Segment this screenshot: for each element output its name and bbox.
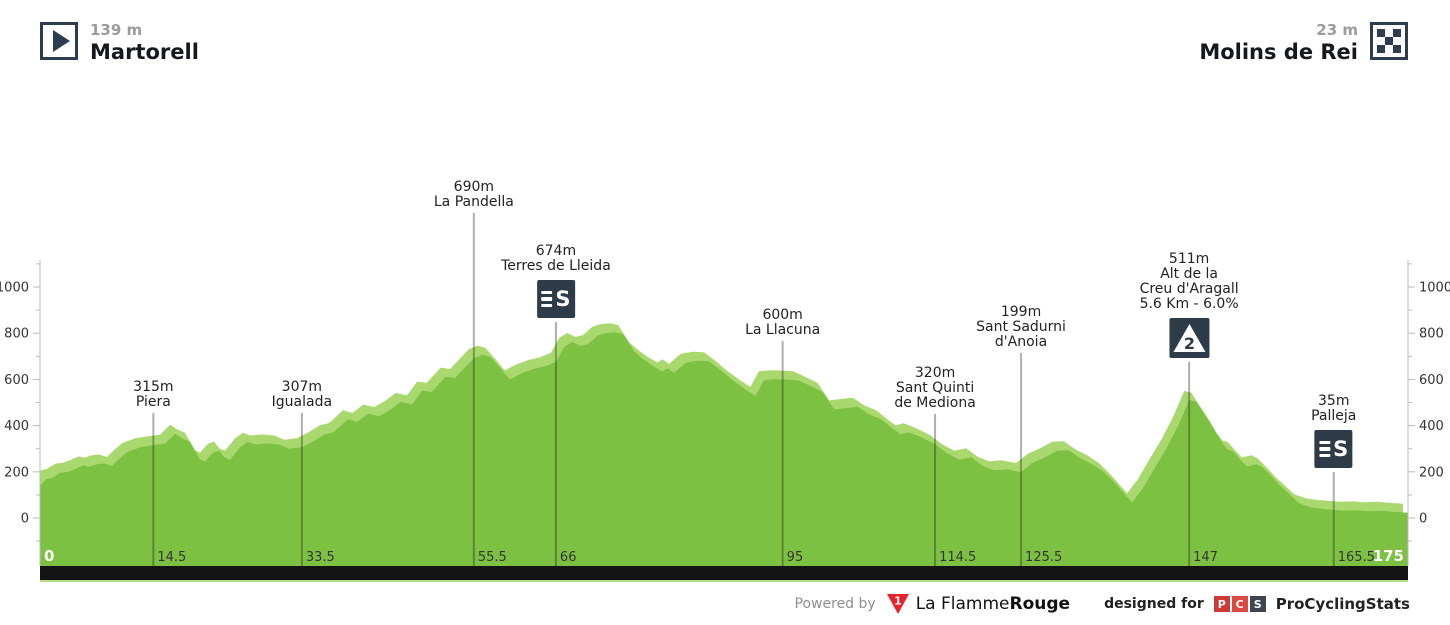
bottom-accent-line	[40, 580, 1408, 582]
waypoint-elevation: 511m	[1168, 251, 1210, 267]
waypoint-elevation: 315m	[133, 379, 174, 395]
start-elevation: 139 m	[90, 21, 143, 39]
waypoint-name-line: Piera	[135, 394, 171, 410]
waypoint-elevation: 35m	[1318, 393, 1350, 409]
waypoint-label: 199m Sant Sadurni d'Anoia	[976, 305, 1066, 350]
svg-text:0: 0	[21, 512, 29, 527]
svg-text:200: 200	[1419, 465, 1444, 480]
pcs-logo[interactable]: P C S	[1213, 596, 1266, 612]
svg-text:400: 400	[1419, 419, 1444, 434]
start-block: 139 m Martorell	[40, 22, 199, 64]
lfr-name-bold: Rouge	[1009, 594, 1071, 614]
svg-text:200: 200	[4, 465, 29, 480]
waypoint-name-line: Sant Quinti	[895, 380, 975, 396]
sprint-icon: S	[536, 280, 575, 318]
y-axes	[33, 260, 1415, 566]
waypoint-label: 320m Sant Quinti de Mediona	[894, 366, 975, 411]
pcs-site-name[interactable]: ProCyclingStats	[1275, 595, 1410, 613]
y-axis-tick-labels: 0 0 200 200 400 400 600 600 800 800 1000 1000	[0, 281, 1450, 527]
waypoint-label: 35m Palleja S	[1311, 394, 1356, 468]
pcs-letter-p: P	[1213, 596, 1230, 612]
category-2-climb-icon: 2	[1169, 318, 1210, 358]
svg-text:0: 0	[44, 547, 54, 565]
svg-text:165.5: 165.5	[1338, 550, 1375, 565]
svg-text:800: 800	[1419, 327, 1444, 342]
waypoint-elevation: 674m	[535, 243, 577, 259]
waypoint-marker-lines	[152, 213, 1335, 566]
svg-text:400: 400	[4, 419, 29, 434]
bottom-black-bar	[40, 566, 1408, 580]
waypoint-name-line: Creu d'Aragall	[1139, 281, 1239, 297]
designed-for-text: designed for	[1104, 596, 1204, 612]
finish-block: 23 m Molins de Rei	[1199, 22, 1408, 64]
start-icon	[40, 22, 78, 60]
svg-text:800: 800	[4, 327, 29, 342]
waypoint-name-line: Sant Sadurni	[976, 319, 1066, 335]
svg-text:95: 95	[787, 550, 804, 565]
waypoint-name-line: de Mediona	[894, 395, 976, 411]
waypoint-label: 511m Alt de la Creu d'Aragall 5.6 Km - 6.0%…	[1140, 252, 1239, 358]
play-triangle-icon	[52, 30, 70, 52]
waypoint-name-line: La Llacuna	[745, 322, 821, 338]
checkered-pattern	[1377, 29, 1401, 53]
profile-area	[40, 323, 1408, 566]
svg-text:0: 0	[1419, 512, 1427, 527]
waypoint-elevation: 690m	[453, 179, 495, 195]
start-town-name: Martorell	[90, 39, 199, 64]
sprint-bars	[541, 290, 553, 308]
svg-text:1: 1	[894, 595, 902, 608]
waypoint-label: 307m Igualada	[272, 380, 332, 410]
powered-by-text: Powered by	[794, 596, 876, 612]
waypoint-name-line: Terres de Lleida	[501, 258, 611, 274]
svg-text:125.5: 125.5	[1025, 550, 1062, 565]
sprint-letter: S	[1333, 436, 1349, 461]
waypoint-elevation: 307m	[281, 379, 323, 395]
finish-elevation: 23 m	[1316, 21, 1358, 39]
waypoint-label: 600m La Llacuna	[745, 308, 820, 338]
svg-text:1000: 1000	[0, 281, 29, 296]
waypoint-name-line: 5.6 Km - 6.0%	[1139, 296, 1239, 312]
waypoint-elevation: 320m	[914, 365, 956, 381]
pcs-letter-c: C	[1231, 596, 1248, 612]
svg-text:147: 147	[1193, 550, 1218, 565]
svg-text:114.5: 114.5	[939, 550, 976, 565]
waypoint-elevation: 199m	[1000, 304, 1042, 320]
svg-text:600: 600	[4, 373, 29, 388]
lfr-name-regular: La Flamme	[915, 594, 1010, 614]
svg-text:2: 2	[1184, 334, 1195, 353]
svg-text:14.5: 14.5	[157, 550, 186, 565]
waypoint-name-line: Alt de la	[1160, 266, 1219, 282]
sprint-letter: S	[555, 286, 571, 311]
svg-text:55.5: 55.5	[478, 550, 507, 565]
finish-town-name: Molins de Rei	[1199, 39, 1358, 64]
svg-text:33.5: 33.5	[306, 550, 335, 565]
waypoint-label: 674m Terres de Lleida S	[501, 244, 611, 318]
credits-footer: Powered by 1 La FlammeRouge designed for…	[795, 593, 1410, 615]
waypoint-name-line: Igualada	[271, 394, 333, 410]
waypoint-label: 315m Piera	[133, 380, 173, 410]
lfr-name: La FlammeRouge	[916, 594, 1070, 614]
waypoint-elevation: 600m	[762, 307, 803, 323]
la-flamme-rouge-logo[interactable]: 1 La FlammeRouge	[886, 593, 1070, 615]
waypoint-name-line: Palleja	[1311, 408, 1357, 424]
finish-flag-icon	[1370, 22, 1408, 60]
svg-text:600: 600	[1419, 373, 1444, 388]
sprint-bars	[1319, 440, 1331, 458]
pcs-letter-s: S	[1249, 596, 1266, 612]
svg-text:66: 66	[560, 550, 577, 565]
svg-text:1000: 1000	[1419, 281, 1450, 296]
svg-text:175: 175	[1373, 547, 1404, 565]
waypoint-label: 690m La Pandella	[434, 180, 514, 210]
profile-main-layer	[40, 332, 1408, 566]
waypoint-name-line: d'Anoia	[994, 334, 1048, 350]
sprint-icon: S	[1314, 430, 1353, 468]
lfr-triangle-icon: 1	[886, 594, 909, 614]
waypoint-name-line: La Pandella	[433, 194, 514, 210]
